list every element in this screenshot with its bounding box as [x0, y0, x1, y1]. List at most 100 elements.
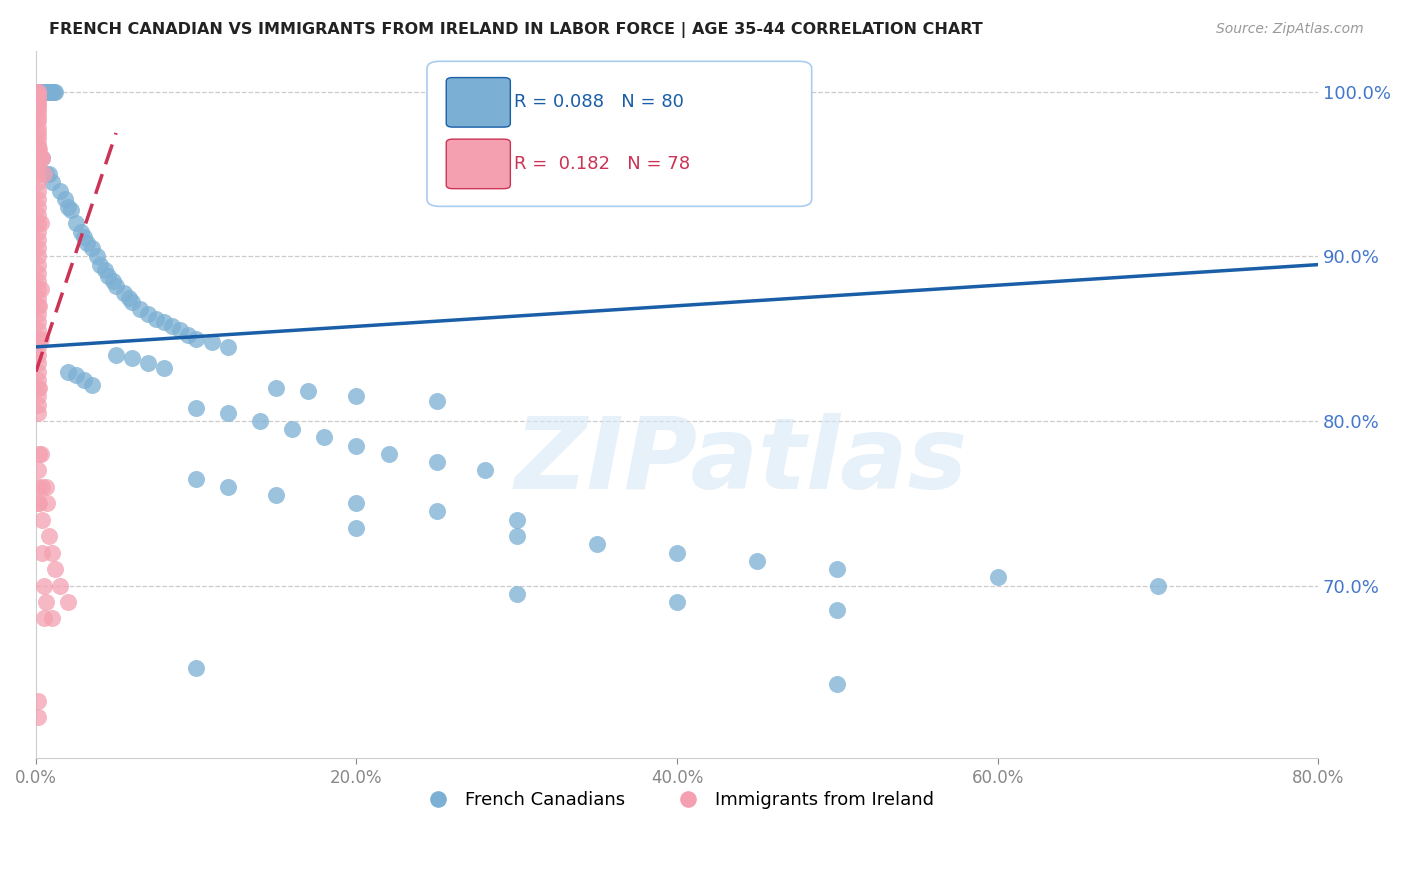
- Immigrants from Ireland: [27, 480, 49, 494]
- Immigrants from Ireland: [27, 184, 49, 198]
- Immigrants from Ireland: [37, 496, 59, 510]
- Immigrants from Ireland: [28, 143, 51, 157]
- Text: Source: ZipAtlas.com: Source: ZipAtlas.com: [1216, 22, 1364, 37]
- Immigrants from Ireland: [34, 595, 56, 609]
- French Canadians: [30, 85, 52, 99]
- French Canadians: [97, 269, 120, 284]
- FancyBboxPatch shape: [446, 78, 510, 127]
- Immigrants from Ireland: [27, 110, 49, 124]
- French Canadians: [186, 661, 208, 675]
- French Canadians: [827, 603, 849, 617]
- Immigrants from Ireland: [34, 480, 56, 494]
- Immigrants from Ireland: [27, 137, 49, 152]
- French Canadians: [38, 85, 60, 99]
- Immigrants from Ireland: [27, 274, 49, 288]
- French Canadians: [377, 447, 399, 461]
- French Canadians: [186, 401, 208, 415]
- Immigrants from Ireland: [27, 153, 49, 168]
- French Canadians: [38, 167, 60, 181]
- Immigrants from Ireland: [30, 217, 52, 231]
- Immigrants from Ireland: [27, 88, 49, 103]
- Text: R = 0.088   N = 80: R = 0.088 N = 80: [515, 94, 685, 112]
- Immigrants from Ireland: [31, 513, 53, 527]
- French Canadians: [41, 175, 63, 189]
- Immigrants from Ireland: [27, 241, 49, 255]
- French Canadians: [506, 587, 529, 601]
- Immigrants from Ireland: [30, 332, 52, 346]
- Immigrants from Ireland: [32, 611, 55, 625]
- Immigrants from Ireland: [30, 151, 52, 165]
- French Canadians: [987, 570, 1010, 584]
- French Canadians: [474, 463, 496, 477]
- French Canadians: [118, 291, 141, 305]
- Immigrants from Ireland: [28, 496, 51, 510]
- French Canadians: [346, 439, 368, 453]
- French Canadians: [49, 184, 72, 198]
- French Canadians: [76, 236, 98, 251]
- Immigrants from Ireland: [27, 258, 49, 272]
- Text: R =  0.182   N = 78: R = 0.182 N = 78: [515, 155, 690, 173]
- French Canadians: [65, 217, 87, 231]
- French Canadians: [153, 315, 176, 329]
- Immigrants from Ireland: [27, 147, 49, 161]
- Immigrants from Ireland: [27, 91, 49, 105]
- Immigrants from Ireland: [44, 562, 66, 576]
- French Canadians: [249, 414, 271, 428]
- Immigrants from Ireland: [27, 266, 49, 280]
- FancyBboxPatch shape: [446, 139, 510, 189]
- French Canadians: [101, 274, 124, 288]
- French Canadians: [136, 356, 159, 370]
- Immigrants from Ireland: [27, 217, 49, 231]
- French Canadians: [37, 85, 59, 99]
- Immigrants from Ireland: [27, 694, 49, 708]
- Immigrants from Ireland: [41, 611, 63, 625]
- French Canadians: [121, 295, 143, 310]
- Immigrants from Ireland: [49, 578, 72, 592]
- Immigrants from Ireland: [27, 406, 49, 420]
- French Canadians: [73, 373, 96, 387]
- French Canadians: [217, 340, 239, 354]
- FancyBboxPatch shape: [427, 62, 811, 206]
- French Canadians: [65, 368, 87, 382]
- French Canadians: [32, 85, 55, 99]
- French Canadians: [314, 430, 336, 444]
- Immigrants from Ireland: [27, 397, 49, 411]
- Immigrants from Ireland: [38, 529, 60, 543]
- French Canadians: [666, 595, 689, 609]
- French Canadians: [827, 677, 849, 691]
- Immigrants from Ireland: [27, 121, 49, 136]
- Immigrants from Ireland: [27, 710, 49, 724]
- Immigrants from Ireland: [27, 225, 49, 239]
- Immigrants from Ireland: [27, 365, 49, 379]
- French Canadians: [39, 85, 62, 99]
- Immigrants from Ireland: [27, 101, 49, 115]
- French Canadians: [73, 229, 96, 244]
- French Canadians: [53, 192, 76, 206]
- Immigrants from Ireland: [27, 159, 49, 173]
- Immigrants from Ireland: [27, 175, 49, 189]
- French Canadians: [160, 318, 183, 333]
- French Canadians: [346, 496, 368, 510]
- Text: ZIPatlas: ZIPatlas: [515, 413, 967, 509]
- Immigrants from Ireland: [27, 126, 49, 140]
- Immigrants from Ireland: [27, 131, 49, 145]
- Immigrants from Ireland: [27, 299, 49, 313]
- Immigrants from Ireland: [27, 307, 49, 321]
- French Canadians: [105, 279, 128, 293]
- Immigrants from Ireland: [27, 208, 49, 222]
- Immigrants from Ireland: [27, 496, 49, 510]
- Immigrants from Ireland: [30, 447, 52, 461]
- Immigrants from Ireland: [27, 282, 49, 296]
- Immigrants from Ireland: [27, 85, 49, 99]
- French Canadians: [56, 365, 79, 379]
- French Canadians: [44, 85, 66, 99]
- French Canadians: [31, 151, 53, 165]
- Immigrants from Ireland: [27, 463, 49, 477]
- French Canadians: [60, 203, 83, 218]
- French Canadians: [346, 521, 368, 535]
- French Canadians: [586, 537, 609, 551]
- Immigrants from Ireland: [27, 291, 49, 305]
- French Canadians: [217, 480, 239, 494]
- French Canadians: [145, 312, 167, 326]
- French Canadians: [42, 85, 65, 99]
